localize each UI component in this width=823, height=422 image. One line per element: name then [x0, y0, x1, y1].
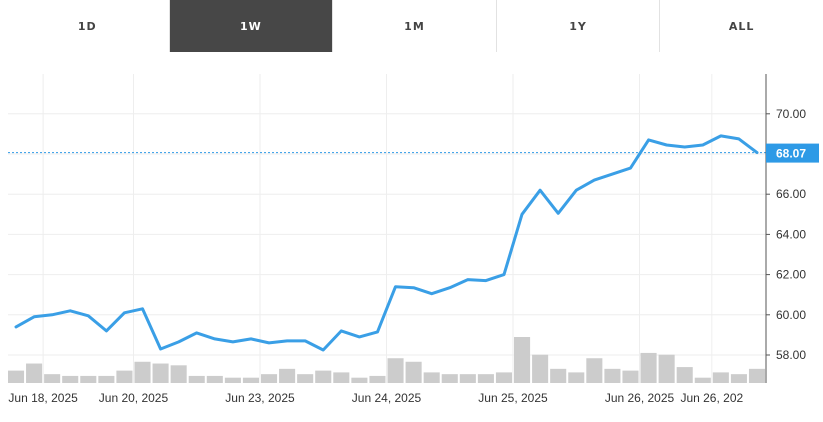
x-tick-label: Jun 26, 2025 [605, 391, 675, 405]
tab-1d[interactable]: 1D [6, 0, 170, 52]
volume-bar [152, 363, 169, 383]
last-price-tag-bg [766, 143, 819, 163]
volume-bar [62, 375, 79, 383]
x-tick-label: Jun 18, 2025 [8, 391, 78, 405]
range-selector: 1D 1W 1M 1Y ALL [6, 0, 823, 52]
last-price-label: 68.07 [776, 147, 806, 161]
volume-bar [170, 365, 187, 383]
tab-1m[interactable]: 1M [333, 0, 497, 52]
x-tick-label: Jun 26, 202 [680, 391, 743, 405]
volume-bar [333, 372, 350, 383]
volume-bar [604, 368, 621, 383]
volume-bar [658, 354, 675, 383]
volume-bar [730, 374, 747, 383]
last-price-tag: 68.07 [766, 143, 819, 163]
volume-bar [640, 352, 657, 383]
x-tick-label: Jun 25, 2025 [478, 391, 548, 405]
volume-bar [405, 361, 422, 383]
volume-bar [495, 372, 513, 383]
volume-bar [242, 377, 259, 383]
volume-bar [351, 377, 368, 383]
volume-bar [188, 375, 205, 383]
x-tick-label: Jun 20, 2025 [99, 391, 169, 405]
price-line [14, 134, 759, 352]
grid [8, 74, 766, 383]
tab-1w[interactable]: 1W [169, 0, 334, 52]
volume-bar [694, 377, 711, 383]
volume-bar [514, 337, 531, 383]
volume-bar [568, 372, 585, 383]
volume-bar [8, 370, 25, 383]
volume-bar [297, 374, 314, 383]
tab-all[interactable]: ALL [660, 0, 823, 52]
volume-bar [550, 368, 567, 383]
volume-bar [134, 361, 151, 383]
volume-bar [441, 374, 458, 383]
volume-bar [80, 375, 97, 383]
y-tick-label: 62.00 [776, 268, 806, 282]
y-tick-label: 64.00 [776, 227, 806, 241]
volume-bar [224, 377, 241, 383]
volume-bar [712, 372, 729, 383]
volume-bar [387, 358, 404, 383]
volume-bar [26, 363, 43, 383]
y-tick-label: 60.00 [776, 308, 806, 322]
y-tick-label: 70.00 [776, 107, 806, 121]
volume-bar [44, 374, 61, 383]
volume-bar [315, 370, 332, 383]
volume-bar [748, 368, 766, 383]
x-tick-label: Jun 23, 2025 [225, 391, 295, 405]
volume-bar [206, 375, 223, 383]
volume-bar [260, 374, 278, 383]
volume-bar [622, 370, 639, 383]
volume-bar [477, 374, 494, 383]
y-tick-label: 58.00 [776, 348, 806, 362]
volume-bar [676, 367, 693, 383]
volume-bar [369, 375, 386, 383]
volume-bar [423, 372, 440, 383]
volume-bar [586, 358, 603, 383]
volume-bar [532, 354, 549, 383]
volume-bar [459, 374, 476, 383]
volume-bar [116, 370, 133, 383]
tab-1y[interactable]: 1Y [496, 0, 661, 52]
x-tick-label: Jun 24, 2025 [352, 391, 422, 405]
volume-bar [98, 375, 115, 383]
volume-bars [8, 337, 766, 383]
volume-bar [279, 368, 296, 383]
y-tick-label: 66.00 [776, 187, 806, 201]
x-axis-ticks: Jun 18, 2025 Jun 20, 2025 Jun 23, 2025 Jun … [8, 391, 743, 405]
